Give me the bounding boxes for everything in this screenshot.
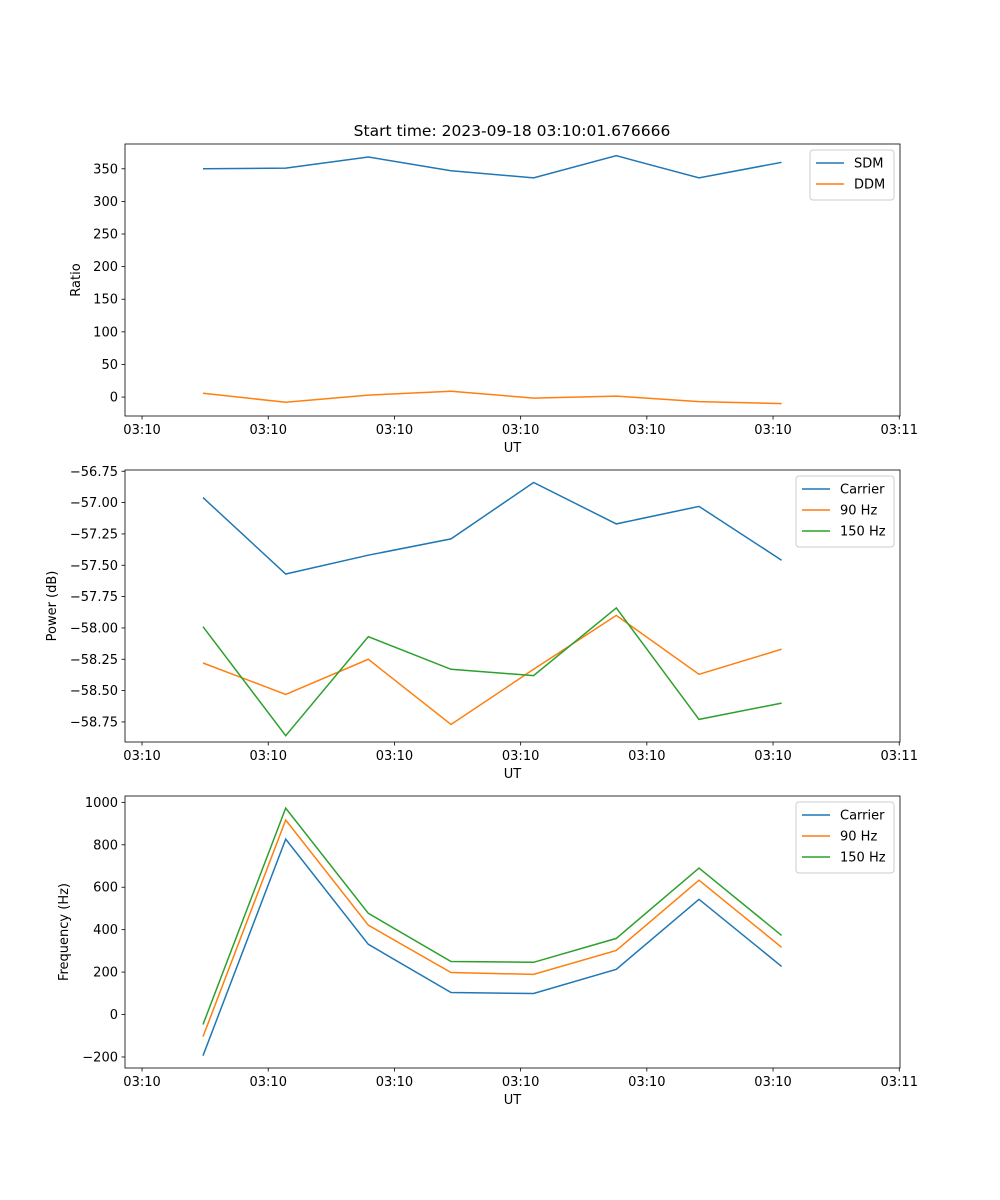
x-tick-label: 03:10 bbox=[250, 1075, 287, 1090]
x-tick-label: 03:10 bbox=[123, 749, 160, 764]
x-tick-label: 03:10 bbox=[250, 749, 287, 764]
y-tick-label: 200 bbox=[93, 260, 118, 275]
y-tick-label: 600 bbox=[93, 881, 118, 896]
y-tick-label: 100 bbox=[93, 325, 118, 340]
y-tick-label: 350 bbox=[93, 162, 118, 177]
x-tick-label: 03:11 bbox=[881, 1075, 918, 1090]
x-tick-label: 03:10 bbox=[123, 423, 160, 438]
y-axis-label: Frequency (Hz) bbox=[57, 883, 72, 981]
x-tick-label: 03:10 bbox=[376, 1075, 413, 1090]
y-tick-label: 0 bbox=[110, 1008, 118, 1023]
x-tick-label: 03:10 bbox=[250, 423, 287, 438]
series-line-carrier bbox=[202, 481, 783, 575]
y-tick-label: 150 bbox=[93, 293, 118, 308]
y-axis-label: Ratio bbox=[69, 263, 84, 296]
series-line-90-hz bbox=[202, 614, 782, 726]
x-tick-label: 03:10 bbox=[123, 1075, 160, 1090]
legend-label: SDM bbox=[854, 157, 883, 172]
y-tick-label: 1000 bbox=[85, 796, 118, 811]
legend-box bbox=[795, 475, 895, 548]
legend: Carrier 90 Hz 150 Hz bbox=[795, 475, 895, 548]
x-tick-label: 03:10 bbox=[754, 749, 791, 764]
legend-label: 150 Hz bbox=[840, 851, 886, 866]
x-tick-label: 03:10 bbox=[502, 1075, 539, 1090]
x-tick-label: 03:10 bbox=[628, 749, 665, 764]
legend-label: 150 Hz bbox=[840, 525, 886, 540]
y-tick-label: 0 bbox=[110, 391, 118, 406]
y-tick-label: −56.75 bbox=[70, 465, 118, 480]
axes-frame bbox=[124, 143, 901, 417]
series-line-90-hz bbox=[202, 818, 783, 1037]
legend-label: DDM bbox=[854, 178, 885, 193]
x-tick-label: 03:10 bbox=[376, 423, 413, 438]
subplot-2: 03:10 03:10 03:10 03:10 03:10 03:10 03:11 −56.7… bbox=[45, 465, 918, 782]
y-tick-label: −57.50 bbox=[70, 559, 118, 574]
legend-label: Carrier bbox=[840, 483, 885, 498]
y-tick-label: 200 bbox=[93, 966, 118, 981]
y-tick-label: 300 bbox=[93, 195, 118, 210]
x-axis-label: UT bbox=[504, 767, 522, 782]
legend-label: Carrier bbox=[840, 809, 885, 824]
y-tick-label: −57.75 bbox=[70, 590, 118, 605]
y-tick-label: −58.00 bbox=[70, 621, 118, 636]
x-tick-label: 03:10 bbox=[376, 749, 413, 764]
series-line-150-hz bbox=[202, 606, 782, 737]
x-axis-label: UT bbox=[504, 441, 522, 456]
x-tick-label: 03:11 bbox=[881, 423, 918, 438]
y-tick-label: 800 bbox=[93, 838, 118, 853]
y-tick-label: −200 bbox=[82, 1050, 118, 1065]
series-line-ddm bbox=[202, 390, 782, 405]
y-tick-label: 250 bbox=[93, 228, 118, 243]
legend-label: 90 Hz bbox=[840, 830, 877, 845]
y-tick-label: −57.00 bbox=[70, 496, 118, 511]
y-tick-label: −57.25 bbox=[70, 527, 118, 542]
axes-frame bbox=[124, 469, 901, 743]
y-tick-label: 400 bbox=[93, 923, 118, 938]
y-axis-label: Power (dB) bbox=[45, 571, 60, 642]
legend: Carrier 90 Hz 150 Hz bbox=[795, 801, 895, 874]
x-tick-label: 03:10 bbox=[754, 1075, 791, 1090]
series-line-sdm bbox=[202, 154, 782, 179]
axes-frame bbox=[124, 795, 901, 1069]
y-tick-label: 50 bbox=[101, 358, 118, 373]
series-line-150-hz bbox=[202, 806, 783, 1025]
y-tick-label: −58.50 bbox=[70, 684, 118, 699]
x-tick-label: 03:11 bbox=[881, 749, 918, 764]
legend-label: 90 Hz bbox=[840, 504, 877, 519]
x-tick-label: 03:10 bbox=[754, 423, 791, 438]
figure-title: Start time: 2023-09-18 03:10:01.676666 bbox=[354, 122, 671, 140]
x-tick-label: 03:10 bbox=[502, 749, 539, 764]
subplot-3: 03:10 03:10 03:10 03:10 03:10 03:10 03:11 −200 0… bbox=[57, 795, 918, 1108]
x-tick-label: 03:10 bbox=[628, 423, 665, 438]
legend: SDM DDM bbox=[809, 149, 895, 201]
series-line-carrier bbox=[202, 837, 783, 1056]
x-tick-label: 03:10 bbox=[502, 423, 539, 438]
x-tick-label: 03:10 bbox=[628, 1075, 665, 1090]
subplot-1: 03:10 03:10 03:10 03:10 03:10 03:10 03:11 0 50 10… bbox=[69, 143, 918, 456]
x-axis-label: UT bbox=[504, 1093, 522, 1108]
y-tick-label: −58.25 bbox=[70, 653, 118, 668]
y-tick-label: −58.75 bbox=[70, 715, 118, 730]
legend-box bbox=[795, 801, 895, 874]
